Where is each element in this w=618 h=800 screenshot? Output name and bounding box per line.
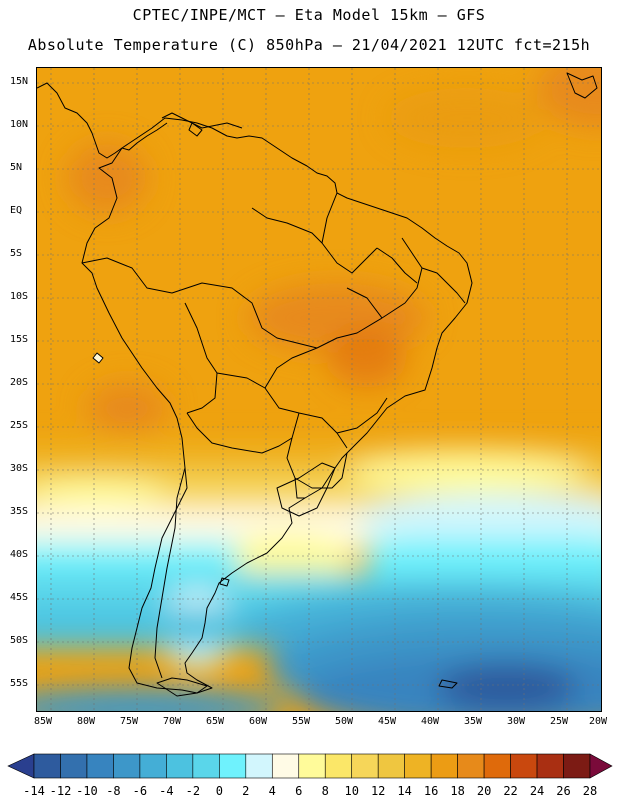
colorbar-high-arrow xyxy=(589,753,613,779)
colorbar xyxy=(7,753,613,779)
colorbar-tick-label: 6 xyxy=(295,784,303,798)
colorbar-swatch xyxy=(192,753,220,779)
colorbar-swatch xyxy=(324,753,353,779)
lat-label-50s: 50S xyxy=(10,635,29,646)
lon-label-60w: 60W xyxy=(248,716,268,727)
colorbar-tick-label: 18 xyxy=(450,784,465,798)
colorbar-low-arrow xyxy=(7,753,35,779)
colorbar-tick-label: 16 xyxy=(423,784,439,798)
lat-label-25s: 25S xyxy=(10,420,29,431)
lat-label-10n: 10N xyxy=(10,119,29,130)
colorbar-tick-label: -8 xyxy=(106,784,121,798)
colorbar-tick-label: -2 xyxy=(185,784,201,798)
lat-label-15s: 15S xyxy=(10,334,29,345)
colorbar-swatch xyxy=(298,753,326,779)
lon-label-50w: 50W xyxy=(334,716,354,727)
lon-label-30w: 30W xyxy=(506,716,526,727)
lon-label-75w: 75W xyxy=(119,716,139,727)
lon-label-70w: 70W xyxy=(162,716,182,727)
colorbar-swatch xyxy=(166,753,194,779)
colorbar-tick-label: 0 xyxy=(215,784,223,798)
colorbar-tick-label: 20 xyxy=(476,784,492,798)
colorbar-swatch xyxy=(351,753,379,779)
colorbar-tick-label: 26 xyxy=(556,784,571,798)
colorbar-swatch xyxy=(245,753,273,779)
colorbar-swatch xyxy=(60,753,88,779)
colorbar-swatch xyxy=(33,753,61,779)
colorbar-swatch xyxy=(563,753,591,779)
colorbar-tick-label: -6 xyxy=(132,784,148,798)
lat-label-45s: 45S xyxy=(10,592,29,603)
lat-label-15n: 15N xyxy=(10,76,29,87)
colorbar-tick-label: 24 xyxy=(529,784,545,798)
colorbar-tick-label: -4 xyxy=(159,784,174,798)
colorbar-tick-label: 8 xyxy=(321,784,329,798)
colorbar-tick-label: 2 xyxy=(242,784,250,798)
colorbar-swatch xyxy=(113,753,141,779)
colorbar-tick-label: 10 xyxy=(344,784,359,798)
lat-label-30s: 30S xyxy=(10,463,29,474)
colorbar-swatch xyxy=(430,753,458,779)
colorbar-tick-label: -12 xyxy=(49,784,72,798)
lat-label-40s: 40S xyxy=(10,549,29,560)
lon-label-40w: 40W xyxy=(420,716,440,727)
lon-label-20w: 20W xyxy=(588,716,608,727)
colorbar-swatch xyxy=(219,753,247,779)
colorbar-swatch xyxy=(457,753,485,779)
lon-label-25w: 25W xyxy=(549,716,569,727)
colorbar-tick-label: 22 xyxy=(503,784,518,798)
colorbar-tick-label: 4 xyxy=(268,784,276,798)
lon-label-80w: 80W xyxy=(76,716,96,727)
colorbar-tick-label: -10 xyxy=(76,784,98,798)
lat-label-35s: 35S xyxy=(10,506,29,517)
lat-label-10s: 10S xyxy=(10,291,29,302)
temperature-map xyxy=(36,67,602,712)
lon-label-45w: 45W xyxy=(377,716,397,727)
temperature-field xyxy=(37,68,601,711)
colorbar-swatch xyxy=(271,753,300,779)
colorbar-swatch xyxy=(139,753,167,779)
lat-label-5n: 5N xyxy=(10,162,23,173)
lat-label-55s: 55S xyxy=(10,678,29,689)
lon-label-65w: 65W xyxy=(205,716,225,727)
colorbar-tick-label: 12 xyxy=(370,784,386,798)
colorbar-swatch xyxy=(510,753,538,779)
colorbar-swatch xyxy=(483,753,511,779)
lon-label-35w: 35W xyxy=(463,716,483,727)
lat-label-20s: 20S xyxy=(10,377,29,388)
lat-label-eq: EQ xyxy=(10,205,23,216)
colorbar-swatch xyxy=(536,753,564,779)
colorbar-tick-label: 14 xyxy=(397,784,412,798)
colorbar-swatch xyxy=(377,753,405,779)
map-title-source: CPTEC/INPE/MCT – Eta Model 15km – GFS xyxy=(132,6,486,24)
lon-label-55w: 55W xyxy=(291,716,311,727)
colorbar-swatch xyxy=(404,753,432,779)
graticule xyxy=(37,68,601,711)
map-canvas xyxy=(37,68,601,711)
map-title-variable: Absolute Temperature (C) 850hPa – 21/04/… xyxy=(27,36,591,54)
colorbar-tick-label: -14 xyxy=(23,784,45,798)
colorbar-swatch xyxy=(86,753,114,779)
lon-label-85w: 85W xyxy=(33,716,53,727)
colorbar-tick-label: 28 xyxy=(582,784,598,798)
coastline xyxy=(37,72,598,697)
lat-label-5s: 5S xyxy=(10,248,23,259)
